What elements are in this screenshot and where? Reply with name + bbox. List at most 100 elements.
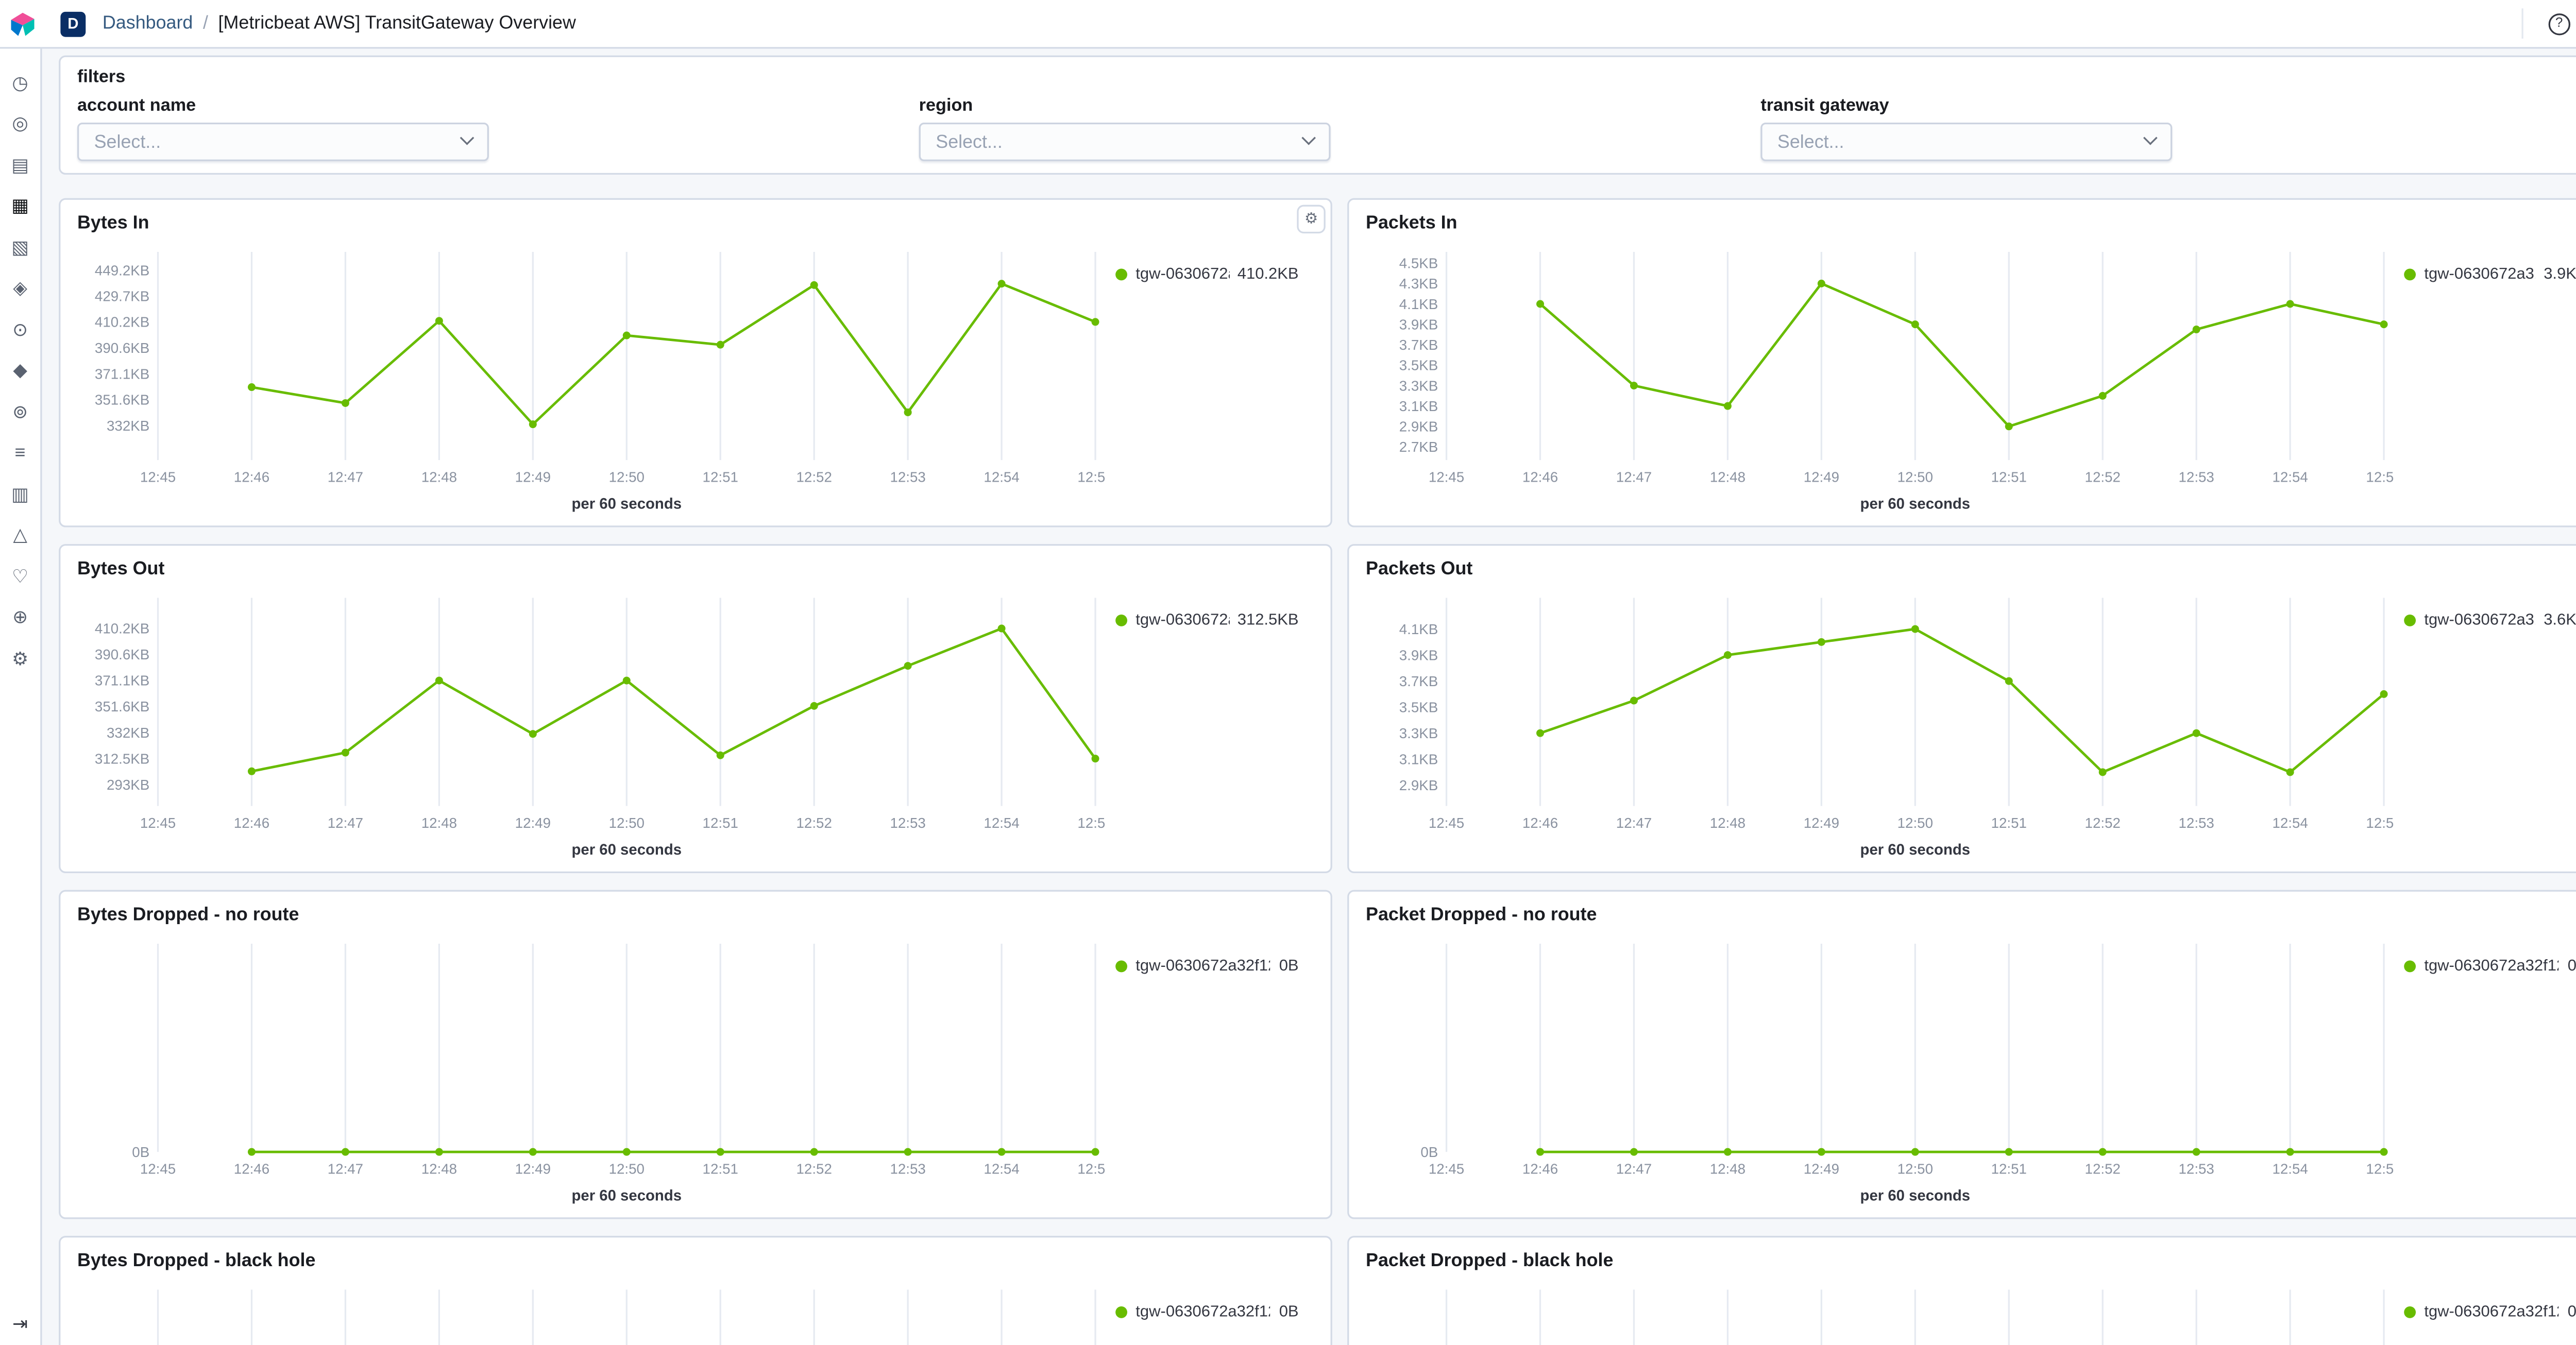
svg-text:4.1KB: 4.1KB bbox=[1399, 621, 1438, 637]
svg-text:12:51: 12:51 bbox=[1991, 469, 2027, 485]
clock-icon: ◷ bbox=[12, 73, 28, 94]
sidebar-item-observability-overview[interactable]: ◎ bbox=[3, 103, 38, 144]
svg-text:3.5KB: 3.5KB bbox=[1399, 699, 1438, 715]
legend-series-label[interactable]: tgw-0630672a32f12... bbox=[1136, 265, 1229, 284]
svg-text:12:54: 12:54 bbox=[2272, 815, 2308, 831]
sidebar-item-uptime[interactable]: ♡ bbox=[3, 556, 38, 597]
svg-text:2.9KB: 2.9KB bbox=[1399, 777, 1438, 793]
elastic-logo[interactable] bbox=[8, 9, 37, 38]
svg-text:12:46: 12:46 bbox=[234, 1161, 269, 1177]
gear-icon: ⚙ bbox=[12, 649, 29, 670]
svg-text:12:52: 12:52 bbox=[796, 469, 832, 485]
legend-series-value: 0B bbox=[2567, 1303, 2576, 1322]
svg-text:12:50: 12:50 bbox=[1897, 1161, 1933, 1177]
dashboard-content: filters account name Select... region Se… bbox=[42, 49, 2576, 1345]
svg-text:12:49: 12:49 bbox=[515, 469, 551, 485]
legend-series-label[interactable]: tgw-0630672a32f1280... bbox=[2424, 611, 2535, 630]
dashboard-panel: Packet Dropped - no route 12:45 12:46 12:4… bbox=[1347, 890, 2576, 1219]
sidebar-item-recently-viewed[interactable]: ◷ bbox=[3, 62, 38, 104]
filters-panel-title: filters bbox=[77, 67, 126, 88]
chevron-down-icon bbox=[1301, 130, 1316, 145]
nav-dock-toggle-icon[interactable]: ⇥ bbox=[12, 1315, 28, 1335]
legend-series-label[interactable]: tgw-0630672a32f12... bbox=[1136, 611, 1229, 630]
space-badge[interactable]: D bbox=[60, 11, 86, 37]
panel-options-button[interactable]: ⚙ bbox=[1297, 205, 1326, 234]
panel-title: Packets In bbox=[1366, 213, 1458, 234]
sidebar-item-logs[interactable]: ≡ bbox=[3, 432, 38, 473]
svg-text:3.3KB: 3.3KB bbox=[1399, 378, 1438, 394]
sidebar-item-graph[interactable]: ◆ bbox=[3, 350, 38, 391]
svg-text:12:47: 12:47 bbox=[1616, 815, 1652, 831]
svg-text:12:53: 12:53 bbox=[2179, 815, 2214, 831]
filter-field-region: region Select... bbox=[919, 96, 1331, 161]
filter-placeholder: Select... bbox=[1777, 131, 1844, 152]
breadcrumb-separator: / bbox=[202, 13, 208, 34]
svg-text:12:52: 12:52 bbox=[2085, 1161, 2121, 1177]
svg-text:12:55: 12:55 bbox=[2366, 1161, 2394, 1177]
legend-series-dot bbox=[2404, 615, 2416, 626]
panel-grid: Bytes In ⚙ 12:45 12:46 12:47 12:48 12:49 12:5… bbox=[59, 198, 2576, 1345]
sidebar-item-apm[interactable]: △ bbox=[3, 515, 38, 556]
dashboard-grid-icon: ▦ bbox=[11, 197, 29, 217]
bar-chart-icon: ▤ bbox=[11, 156, 29, 176]
sidebar-item-dashboard[interactable]: ▦ bbox=[3, 185, 38, 227]
legend-series-dot bbox=[1115, 1306, 1127, 1318]
svg-text:4.3KB: 4.3KB bbox=[1399, 276, 1438, 292]
sidebar-item-metrics[interactable]: ▥ bbox=[3, 473, 38, 515]
legend-series-label[interactable]: tgw-0630672a32f12808a bbox=[2424, 957, 2559, 976]
panel-title: Bytes Dropped - no route bbox=[77, 905, 299, 926]
sidebar-item-stack-management[interactable]: ⚙ bbox=[3, 638, 38, 679]
panel-body: 12:4512:4612:4712:4812:4912:5012:5112:52… bbox=[77, 1276, 1314, 1345]
legend-series-label[interactable]: tgw-0630672a32f12808a bbox=[1136, 1303, 1270, 1322]
sidebar-item-maps[interactable]: ◈ bbox=[3, 268, 38, 309]
svg-text:3.9KB: 3.9KB bbox=[1399, 647, 1438, 663]
svg-text:12:53: 12:53 bbox=[890, 1161, 925, 1177]
help-icon[interactable]: ? bbox=[2548, 12, 2570, 35]
svg-text:3.9KB: 3.9KB bbox=[1399, 316, 1438, 332]
chart-legend: tgw-0630672a32f12808a 0B bbox=[2394, 957, 2576, 976]
svg-text:12:46: 12:46 bbox=[1522, 815, 1558, 831]
svg-text:3.5KB: 3.5KB bbox=[1399, 357, 1438, 373]
svg-text:449.2KB: 449.2KB bbox=[95, 262, 149, 278]
svg-text:12:53: 12:53 bbox=[2179, 1161, 2214, 1177]
filter-select-region[interactable]: Select... bbox=[919, 122, 1331, 161]
legend-series-value: 312.5KB bbox=[1237, 611, 1299, 630]
legend-series-label[interactable]: tgw-0630672a32f1280... bbox=[2424, 265, 2535, 284]
svg-text:12:54: 12:54 bbox=[2272, 1161, 2308, 1177]
svg-text:12:46: 12:46 bbox=[234, 815, 269, 831]
svg-text:12:54: 12:54 bbox=[984, 469, 1019, 485]
svg-text:12:46: 12:46 bbox=[234, 469, 269, 485]
svg-text:12:53: 12:53 bbox=[890, 469, 925, 485]
apm-icon: △ bbox=[13, 526, 27, 547]
page-title: [Metricbeat AWS] TransitGateway Overview bbox=[218, 13, 576, 34]
dashboard-panel: Packets Out 12:45 12:46 12:47 12:48 12:49 12:… bbox=[1347, 544, 2576, 874]
legend-series-label[interactable]: tgw-0630672a32f12808a bbox=[2424, 1303, 2559, 1322]
filter-select-transit-gateway[interactable]: Select... bbox=[1760, 122, 2173, 161]
svg-text:12:53: 12:53 bbox=[2179, 469, 2214, 485]
sidebar-item-visualize[interactable]: ▤ bbox=[3, 144, 38, 185]
chevron-down-icon bbox=[2143, 130, 2158, 145]
filter-select-account-name[interactable]: Select... bbox=[77, 122, 489, 161]
breadcrumb-dashboard[interactable]: Dashboard bbox=[102, 13, 193, 34]
sidebar-item-stack-monitoring[interactable]: ⊚ bbox=[3, 391, 38, 433]
filter-label: account name bbox=[77, 95, 196, 116]
legend-series-value: 3.6KB bbox=[2544, 611, 2576, 630]
svg-text:12:47: 12:47 bbox=[328, 469, 363, 485]
metrics-icon: ▥ bbox=[11, 485, 29, 505]
sidebar-item-machine-learning[interactable]: ⊙ bbox=[3, 309, 38, 350]
panel-title: Packet Dropped - black hole bbox=[1366, 1251, 1614, 1271]
svg-text:12:55: 12:55 bbox=[1077, 469, 1105, 485]
svg-text:per 60 seconds: per 60 seconds bbox=[571, 1187, 682, 1204]
chevron-down-icon bbox=[460, 130, 474, 145]
chart-legend: tgw-0630672a32f1280... 3.6KB bbox=[2394, 611, 2576, 630]
legend-series-value: 0B bbox=[2567, 957, 2576, 976]
filter-label: region bbox=[919, 95, 973, 116]
sidebar-item-security[interactable]: ⊕ bbox=[3, 597, 38, 638]
ml-icon: ⊙ bbox=[12, 320, 28, 340]
svg-text:per 60 seconds: per 60 seconds bbox=[571, 841, 682, 858]
dashboard-panel: Packets In 12:45 12:46 12:47 12:48 12:49 12:5… bbox=[1347, 198, 2576, 527]
sidebar-item-canvas[interactable]: ▧ bbox=[3, 227, 38, 268]
legend-series-label[interactable]: tgw-0630672a32f12808a bbox=[1136, 957, 1270, 976]
